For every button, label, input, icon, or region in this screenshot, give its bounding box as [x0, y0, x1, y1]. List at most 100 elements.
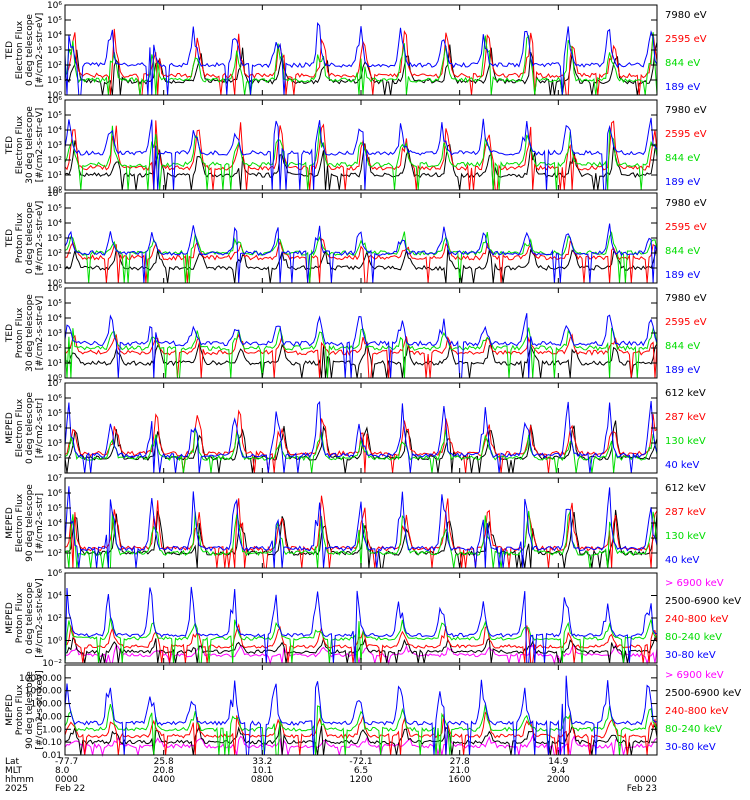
y-tick-label: 10¹: [47, 264, 62, 274]
series-line: [64, 313, 658, 379]
legend-entry: 189 eV: [665, 365, 700, 376]
x-row-label: 2025: [5, 784, 28, 794]
y-tick-label: 10.00: [36, 712, 62, 722]
y-axis-label: MEPED: [5, 694, 15, 726]
series-line: [64, 223, 658, 284]
y-axis-label: [#/cm2-s-str-eV]: [35, 201, 45, 276]
legend-entry: 2500-6900 keV: [665, 688, 741, 699]
y-tick-label: 10¹: [47, 171, 62, 181]
y-tick-label: 10⁶: [47, 569, 62, 579]
series-line: [64, 32, 658, 96]
y-tick-label: 10⁴: [47, 219, 62, 229]
y-tick-label: 0.01: [42, 751, 62, 761]
y-tick-label: 10⁶: [47, 1, 62, 11]
y-axis-label: Proton Flux: [15, 212, 25, 263]
x-tick-label: 21.0: [450, 766, 470, 776]
y-axis-label: TED: [5, 136, 15, 155]
y-tick-label: 10⁶: [47, 96, 62, 106]
y-tick-label: 10⁰: [47, 91, 62, 101]
legend-entry: 189 eV: [665, 82, 700, 93]
y-tick-label: 10⁴: [47, 126, 62, 136]
y-tick-label: 10³: [47, 234, 62, 244]
y-tick-label: 10⁵: [47, 204, 62, 214]
legend-entry: 2595 eV: [665, 317, 707, 328]
series-line: [64, 586, 658, 664]
series-line: [64, 140, 658, 191]
legend-entry: 287 keV: [665, 412, 706, 423]
legend-entry: 7980 eV: [665, 198, 707, 209]
y-tick-label: 10²: [47, 614, 62, 624]
series-line: [64, 711, 658, 756]
legend-entry: 2595 eV: [665, 129, 707, 140]
x-tick-label: 1600: [448, 775, 471, 785]
y-axis-label: TED: [5, 229, 15, 248]
y-axis-label: Proton Flux: [15, 307, 25, 358]
panel-frame: [64, 382, 658, 474]
x-tick-label: 8.0: [55, 766, 70, 776]
series-line: [64, 400, 658, 474]
series-line: [64, 722, 658, 756]
y-axis-label: [#/cm2-s-str]: [35, 398, 45, 458]
y-tick-label: 10³: [47, 141, 62, 151]
y-tick-label: 10⁵: [47, 299, 62, 309]
y-axis-label: MEPED: [5, 602, 15, 634]
y-tick-label: 0.10: [42, 738, 62, 748]
series-line: [64, 326, 658, 379]
x-tick-label: 0000: [634, 775, 657, 785]
y-tick-label: 10⁶: [47, 189, 62, 199]
y-axis-label: [#/cm2-s-str-eV]: [35, 296, 45, 371]
y-tick-label: 10⁴: [47, 31, 62, 41]
legend-entry: 130 keV: [665, 436, 706, 447]
legend-entry: 240-800 keV: [665, 706, 729, 717]
y-axis-label: 0 deg telescope: [25, 582, 35, 654]
y-axis-label: [#/cm2-s-str-eV]: [35, 13, 45, 88]
x-tick-label: Feb 22: [55, 784, 85, 794]
x-tick-label: 20.8: [154, 766, 174, 776]
x-tick-label: 6.5: [354, 766, 368, 776]
y-tick-label: 10⁰: [47, 186, 62, 196]
legend-entry: 612 keV: [665, 388, 706, 399]
y-tick-label: 10⁵: [47, 409, 62, 419]
legend-entry: 7980 eV: [665, 293, 707, 304]
panel-frame: [64, 664, 658, 756]
y-tick-label: 10³: [47, 439, 62, 449]
y-tick-label: 1.00: [42, 725, 62, 735]
x-tick-label: -72.1: [349, 757, 372, 767]
y-axis-label: 90 deg telescope: [25, 671, 35, 749]
legend-entry: 80-240 keV: [665, 724, 722, 735]
legend-entry: 189 eV: [665, 270, 700, 281]
y-tick-label: 100.00: [31, 700, 63, 710]
y-tick-label: 10⁵: [47, 111, 62, 121]
y-tick-label: 10⁻²: [42, 659, 62, 669]
y-axis-label: Electron Flux: [15, 398, 25, 457]
x-tick-label: -77.7: [55, 757, 78, 767]
legend-entry: 844 eV: [665, 58, 700, 69]
legend-entry: 189 eV: [665, 177, 700, 188]
y-axis-label: TED: [5, 324, 15, 343]
y-tick-label: 10⁴: [47, 592, 62, 602]
y-axis-label: 90 deg telescope: [25, 484, 35, 562]
series-line: [65, 237, 658, 284]
y-axis-label: Electron Flux: [15, 115, 25, 174]
x-row-label: hhmm: [5, 775, 34, 785]
legend-entry: 2595 eV: [665, 222, 707, 233]
y-tick-label: 10⁰: [47, 279, 62, 289]
y-axis-label: 30 deg telescope: [25, 294, 35, 372]
y-tick-label: 10³: [47, 534, 62, 544]
y-axis-label: 0 deg telescope: [25, 392, 35, 464]
y-tick-label: 10²: [47, 156, 62, 166]
legend-entry: 612 keV: [665, 483, 706, 494]
legend-entry: 844 eV: [665, 246, 700, 257]
legend-entry: 40 keV: [665, 555, 699, 566]
y-tick-label: 10⁷: [47, 379, 62, 389]
y-axis-label: Electron Flux: [15, 20, 25, 79]
x-tick-label: 27.8: [450, 757, 470, 767]
legend-entry: 844 eV: [665, 341, 700, 352]
x-tick-label: 33.2: [252, 757, 272, 767]
legend-entry: > 6900 keV: [665, 670, 724, 681]
x-tick-label: 10.1: [252, 766, 272, 776]
y-tick-label: 10⁰: [47, 374, 62, 384]
x-tick-label: 14.9: [548, 757, 568, 767]
x-tick-label: 1200: [350, 775, 373, 785]
